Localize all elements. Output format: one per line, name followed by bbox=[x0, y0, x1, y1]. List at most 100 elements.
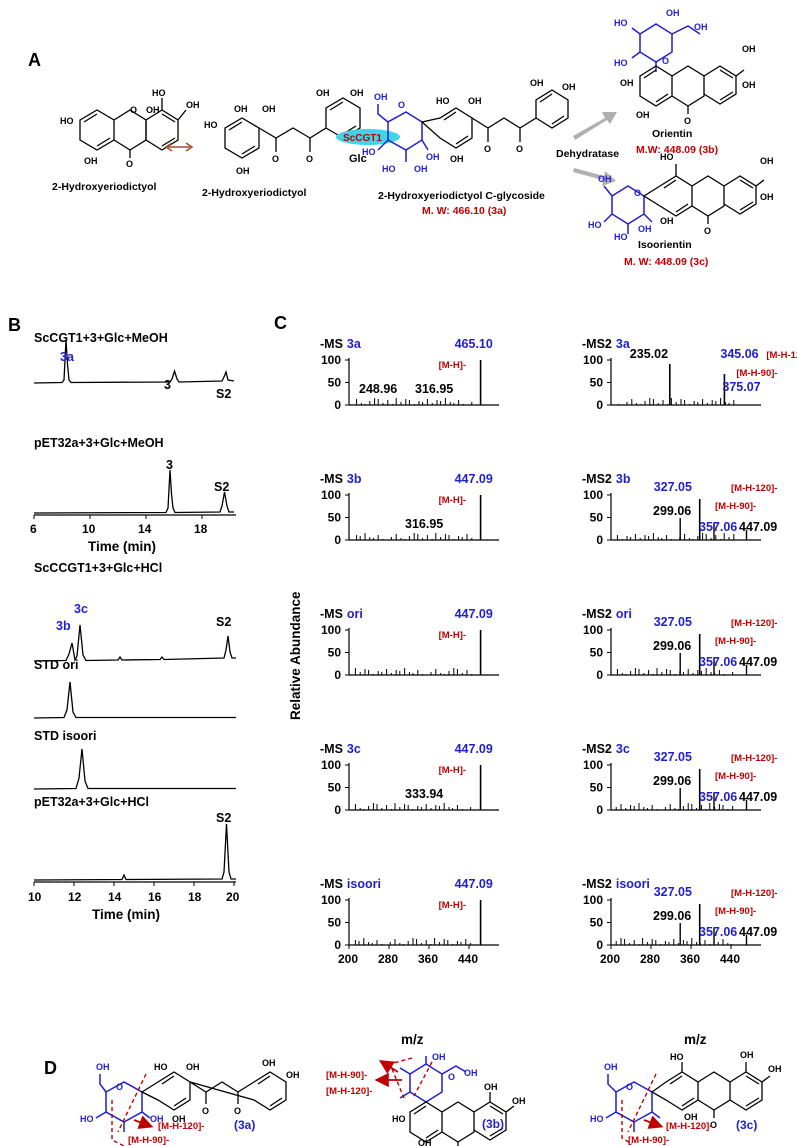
hydroxyl-label: OH bbox=[414, 164, 428, 174]
hydroxyl-label: OH bbox=[374, 92, 388, 102]
fragmentation-structure-3c: O OH HO HO OH O OH OH bbox=[590, 1050, 782, 1145]
y-tick-label: 0 bbox=[596, 938, 603, 952]
peak-label: S2 bbox=[216, 615, 231, 629]
hydroxyl-label: OH bbox=[172, 1114, 186, 1124]
peak-mz-label: 357.06 bbox=[699, 925, 737, 939]
y-tick-label: 0 bbox=[334, 533, 341, 547]
enzyme-name: ScCGT1 bbox=[343, 133, 382, 144]
structure-3a-c-glycoside: O OH HO HO OH OH HO OH OH O O OH OH bbox=[362, 78, 576, 174]
peak-mz-label: 447.09 bbox=[739, 655, 777, 669]
y-tick-label: 50 bbox=[590, 376, 604, 390]
hydroxyl-label: HO bbox=[204, 120, 218, 130]
y-axis-title: Relative Abundance bbox=[288, 591, 303, 720]
ion-annotation: [M-H-90]- bbox=[715, 906, 756, 917]
peak-mz-label: 333.94 bbox=[405, 787, 443, 801]
hydroxyl-label: OH bbox=[468, 96, 482, 106]
hydroxyl-label: OH bbox=[638, 224, 652, 234]
hydroxyl-label: HO bbox=[660, 152, 674, 162]
spectrum-mode: -MS2 bbox=[582, 742, 612, 756]
spectrum-compound-id: isoori bbox=[347, 877, 381, 891]
x-tick-label: 12 bbox=[68, 890, 82, 904]
hydroxyl-label: OH bbox=[146, 105, 160, 115]
spectrum-mode: -MS bbox=[320, 607, 343, 621]
x-tick-label: 6 bbox=[30, 522, 37, 536]
hydroxyl-label: OH bbox=[316, 88, 330, 98]
y-tick-label: 50 bbox=[328, 511, 342, 525]
spectrum-title: -MS 3c bbox=[320, 742, 361, 756]
hydroxyl-label: OH bbox=[740, 1050, 754, 1060]
spectrum-title: -MS2 ori bbox=[582, 607, 632, 621]
compound-name-orientin: Orientin bbox=[652, 128, 692, 140]
hydroxyl-label: OH bbox=[450, 154, 464, 164]
compound-name-2: 2-Hydroxyeriodictyol bbox=[202, 187, 307, 199]
chromatogram-trace-std-ori bbox=[33, 681, 236, 719]
peak-mz-label: 299.06 bbox=[653, 774, 691, 788]
molecular-weight-3c: M. W: 448.09 (3c) bbox=[624, 256, 708, 268]
hydroxyl-label: OH bbox=[286, 1070, 300, 1080]
x-tick-label: 10 bbox=[82, 522, 96, 536]
y-tick-label: 0 bbox=[596, 803, 603, 817]
x-tick-label: 14 bbox=[138, 522, 152, 536]
y-tick-label: 0 bbox=[334, 938, 341, 952]
hydroxyl-label: HO bbox=[588, 220, 602, 230]
dehydratase-arrows bbox=[573, 112, 617, 186]
carbonyl-oxygen-label: O bbox=[684, 116, 691, 126]
hydroxyl-label: HO bbox=[614, 232, 628, 242]
ion-annotation: [M-H-120]- bbox=[731, 888, 777, 899]
compound-name-1: 2-Hydroxyeriodictyol bbox=[52, 181, 157, 193]
y-tick-label: 100 bbox=[321, 758, 341, 772]
peak-mz-label: 299.06 bbox=[653, 639, 691, 653]
spectrum-title: -MS ori bbox=[320, 607, 363, 621]
hplc-top-traces bbox=[33, 339, 235, 514]
carbonyl-oxygen-label: O bbox=[234, 1106, 241, 1116]
hydroxyl-label: OH bbox=[684, 1112, 698, 1122]
spectrum-mode: -MS bbox=[320, 472, 343, 486]
fragment-ion-label: [M-H-90]- bbox=[128, 1135, 169, 1146]
y-tick-label: 0 bbox=[596, 533, 603, 547]
hydroxyl-label: HO bbox=[60, 116, 74, 126]
hydroxyl-label: OH bbox=[760, 192, 774, 202]
y-tick-label: 50 bbox=[328, 781, 342, 795]
hydroxyl-label: HO bbox=[670, 1052, 684, 1062]
hydroxyl-label: OH bbox=[562, 82, 576, 92]
compound-name-isoorientin: Isoorientin bbox=[638, 239, 692, 251]
x-tick-label: 14 bbox=[108, 890, 122, 904]
x-axis-title-ms: m/z bbox=[401, 1032, 424, 1047]
y-tick-label: 100 bbox=[583, 623, 603, 637]
sugar-oxygen-label: O bbox=[448, 1072, 455, 1082]
sugar-oxygen-label: O bbox=[634, 188, 641, 198]
x-tick-label: 280 bbox=[640, 952, 660, 966]
hydroxyl-label: HO bbox=[436, 96, 450, 106]
enzyme-highlight bbox=[336, 129, 400, 145]
chromatogram-trace-pet32a-meoh bbox=[33, 469, 234, 514]
y-tick-label: 100 bbox=[321, 893, 341, 907]
compound-name-3a: 2-Hydroxyeriodictyol C-glycoside bbox=[378, 190, 545, 202]
ion-annotation: [M-H-120]- bbox=[731, 618, 777, 629]
trace-label: STD ori bbox=[34, 658, 78, 672]
hydroxyl-label: OH bbox=[234, 104, 248, 114]
ion-annotation: [M-H-90]- bbox=[736, 368, 777, 379]
panel-label-d: D bbox=[44, 1058, 57, 1078]
spectrum-mode: -MS2 bbox=[582, 607, 612, 621]
ion-annotation: [M-H-120]- bbox=[731, 753, 777, 764]
chromatogram-trace-pet32a-hcl bbox=[33, 823, 236, 881]
y-tick-label: 100 bbox=[321, 353, 341, 367]
x-axis-title: Time (min) bbox=[92, 907, 160, 922]
sugar-oxygen-label: O bbox=[398, 100, 405, 110]
ion-annotation: [M-H]- bbox=[439, 630, 466, 641]
hydroxyl-label: OH bbox=[350, 88, 364, 98]
y-tick-label: 0 bbox=[334, 668, 341, 682]
x-tick-label: 440 bbox=[720, 952, 740, 966]
chromatogram-trace-scccgt1-hcl bbox=[33, 624, 236, 663]
spectrum-title: -MS2 3b bbox=[582, 472, 631, 486]
hplc-bottom-x-axis bbox=[33, 881, 236, 886]
hydroxyl-label: OH bbox=[598, 174, 612, 184]
hydroxyl-label: HO bbox=[590, 1114, 604, 1124]
hydroxyl-label: HO bbox=[382, 164, 396, 174]
peak-mz-label: 447.09 bbox=[455, 742, 493, 756]
hydroxyl-label: OH bbox=[620, 78, 634, 88]
peak-mz-label: 447.09 bbox=[739, 790, 777, 804]
peak-mz-label: 357.06 bbox=[699, 790, 737, 804]
hydroxyl-label: OH bbox=[742, 44, 756, 54]
hydroxyl-label: OH bbox=[96, 1062, 110, 1072]
